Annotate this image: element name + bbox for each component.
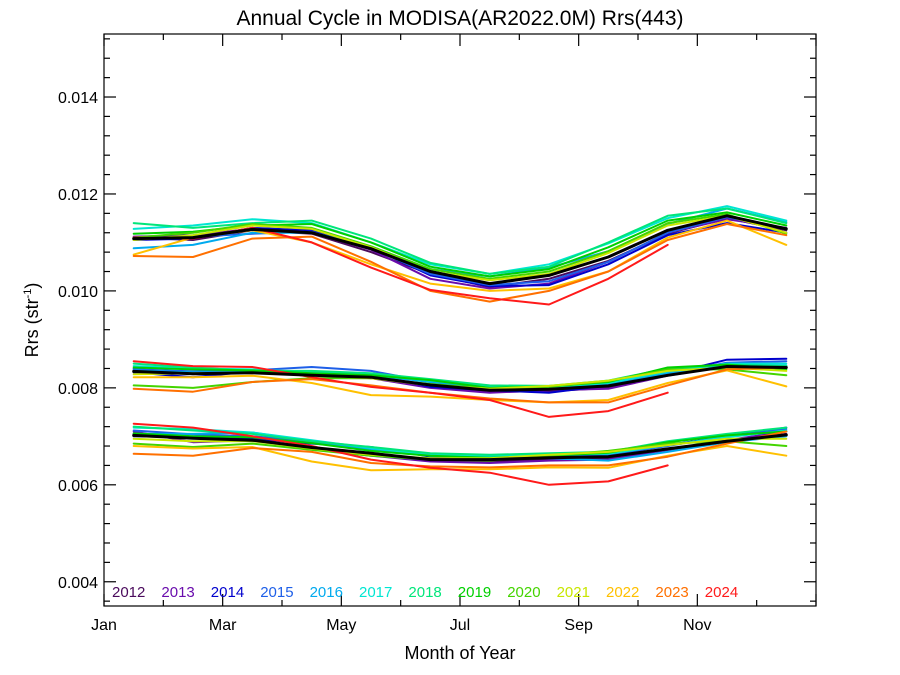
y-axis-label-suffix: ) bbox=[22, 283, 42, 289]
legend-entry-2013: 2013 bbox=[161, 584, 194, 601]
legend-entry-2023: 2023 bbox=[655, 584, 688, 601]
x-tick-label: Mar bbox=[209, 617, 237, 634]
plot-frame bbox=[103, 33, 817, 607]
series-line-2018-upper bbox=[132, 207, 788, 275]
series-line-2019-lower bbox=[132, 430, 788, 459]
legend-entry-2022: 2022 bbox=[606, 584, 639, 601]
legend-entry-2021: 2021 bbox=[557, 584, 590, 601]
legend-entry-2017: 2017 bbox=[359, 584, 392, 601]
x-tick-label: Sep bbox=[564, 617, 593, 634]
legend-entry-2016: 2016 bbox=[310, 584, 343, 601]
y-tick-label: 0.004 bbox=[58, 575, 98, 592]
legend-entry-2018: 2018 bbox=[408, 584, 441, 601]
legend-entry-2024: 2024 bbox=[705, 584, 738, 601]
mean-line-upper bbox=[132, 214, 788, 286]
series-line-2019-middle bbox=[132, 363, 788, 389]
y-axis-label: Rrs (str-1) bbox=[22, 283, 42, 358]
x-tick-label: Nov bbox=[683, 617, 711, 634]
legend-entry-2019: 2019 bbox=[458, 584, 491, 601]
y-tick-label: 0.008 bbox=[58, 381, 98, 398]
mean-lines bbox=[132, 214, 788, 462]
series-line-2022-middle bbox=[132, 369, 788, 404]
chart-title: Annual Cycle in MODISA(AR2022.0M) Rrs(44… bbox=[237, 7, 684, 30]
y-axis-label-main: Rrs (str bbox=[22, 298, 42, 357]
y-tick-label: 0.012 bbox=[58, 187, 98, 204]
series-line-2023-upper bbox=[132, 223, 788, 303]
series-lines bbox=[132, 205, 788, 486]
legend-entry-2015: 2015 bbox=[260, 584, 293, 601]
x-tick-label: Jan bbox=[91, 617, 117, 634]
x-axis: Jan Mar May Jul Sep Nov bbox=[91, 34, 817, 634]
y-tick-label: 0.010 bbox=[58, 284, 98, 301]
series-line-2024-middle bbox=[132, 360, 669, 418]
plot-area bbox=[103, 33, 817, 607]
x-tick-label: Jul bbox=[450, 617, 470, 634]
legend-entry-2014: 2014 bbox=[211, 584, 244, 601]
y-tick-label: 0.014 bbox=[58, 90, 98, 107]
mean-line-middle bbox=[132, 365, 788, 392]
y-axis: 0.004 0.006 0.008 0.010 0.012 0.014 bbox=[58, 38, 816, 602]
x-axis-label: Month of Year bbox=[404, 643, 515, 663]
series-line-2018-lower bbox=[132, 425, 788, 456]
series-line-2024-lower bbox=[132, 422, 669, 486]
y-tick-label: 0.006 bbox=[58, 478, 98, 495]
series-line-2017-upper bbox=[132, 205, 788, 275]
series-line-2021-upper bbox=[132, 214, 788, 282]
x-tick-label: May bbox=[326, 617, 356, 634]
y-axis-label-superscript: -1 bbox=[22, 289, 34, 299]
legend-entry-2012: 2012 bbox=[112, 584, 145, 601]
series-line-2020-upper bbox=[132, 213, 788, 280]
series-line-2023-lower bbox=[132, 430, 788, 469]
legend-entry-2020: 2020 bbox=[507, 584, 540, 601]
legend: 2012 2013 2014 2015 2016 2017 2018 2019 2020 2021… bbox=[112, 584, 738, 601]
mean-line-lower bbox=[132, 433, 788, 462]
